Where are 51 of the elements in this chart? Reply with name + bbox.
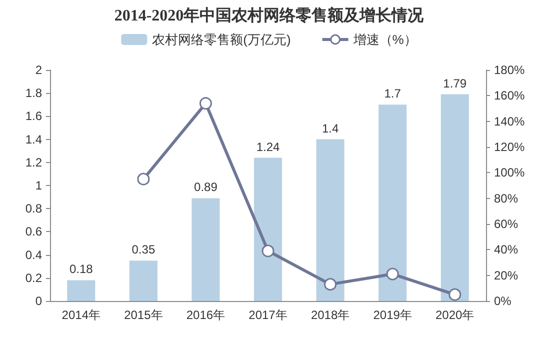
x-tick-label: 2018年 bbox=[310, 308, 350, 322]
y-tick-label: 1.2 bbox=[25, 155, 42, 170]
y2-tick-label: 180% bbox=[494, 63, 526, 77]
y-tick-label: 0.2 bbox=[25, 270, 42, 285]
data-label: 1.79 bbox=[443, 76, 467, 90]
y2-tick-label: 140% bbox=[494, 114, 526, 128]
y-tick-label: 0 bbox=[35, 294, 42, 308]
y-tick-label: 2 bbox=[35, 63, 42, 77]
bar bbox=[192, 198, 220, 301]
y2-tick-label: 20% bbox=[494, 268, 518, 282]
x-tick-label: 2016年 bbox=[186, 308, 226, 322]
x-tick-label: 2015年 bbox=[124, 308, 163, 322]
y2-tick-label: 80% bbox=[494, 191, 518, 206]
point bbox=[448, 288, 462, 301]
legend-label: 增速（%） bbox=[352, 32, 417, 47]
data-label: 1.7 bbox=[384, 86, 402, 101]
bar bbox=[440, 94, 469, 301]
data-label: 0.18 bbox=[69, 262, 94, 276]
point bbox=[199, 97, 212, 110]
point bbox=[386, 268, 399, 280]
y2-tick-label: 40% bbox=[494, 242, 518, 257]
chart-title: 2014-2020年中国农村网络零售额及增长情况 bbox=[114, 6, 425, 24]
x-tick-label: 2020年 bbox=[436, 308, 474, 322]
y2-tick-label: 0% bbox=[494, 294, 512, 308]
legend-label: 农村网络零售额(万亿元) bbox=[152, 32, 291, 47]
data-label: 1.24 bbox=[256, 140, 280, 154]
x-tick-label: 2019年 bbox=[373, 308, 412, 322]
point bbox=[262, 244, 274, 258]
bar bbox=[316, 139, 344, 301]
bar bbox=[378, 104, 407, 301]
bar bbox=[129, 260, 158, 301]
y-tick-label: 1.4 bbox=[25, 132, 42, 146]
data-label: 0.89 bbox=[194, 180, 218, 194]
point bbox=[137, 172, 150, 186]
y2-tick-label: 60% bbox=[494, 217, 518, 231]
y-tick-label: 0.6 bbox=[25, 224, 42, 239]
point bbox=[324, 278, 337, 291]
y-tick-label: 1 bbox=[35, 178, 42, 192]
bar bbox=[254, 158, 282, 301]
bar bbox=[67, 280, 96, 301]
x-tick-label: 2014年 bbox=[62, 308, 100, 322]
y-tick-label: 0.8 bbox=[25, 202, 42, 216]
y2-tick-label: 160% bbox=[494, 88, 526, 103]
data-label: 1.4 bbox=[322, 121, 339, 136]
y-tick-label: 1.8 bbox=[25, 86, 42, 100]
y2-tick-label: 100% bbox=[494, 166, 526, 180]
y2-tick-label: 120% bbox=[494, 140, 526, 154]
x-tick-label: 2017年 bbox=[248, 308, 288, 322]
y-tick-label: 1.6 bbox=[25, 109, 42, 124]
y-tick-label: 0.4 bbox=[25, 248, 42, 262]
data-label: 0.35 bbox=[132, 242, 156, 257]
